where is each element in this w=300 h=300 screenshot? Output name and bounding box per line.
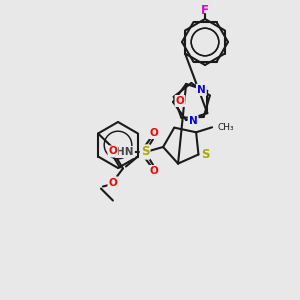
Text: N: N [189,116,197,126]
Text: N: N [197,85,206,95]
Text: O: O [176,96,184,106]
Text: S: S [141,146,149,158]
Text: S: S [201,148,210,161]
Text: O: O [150,166,158,176]
Text: HN: HN [116,147,134,157]
Text: O: O [150,128,158,138]
Text: CH₃: CH₃ [217,123,234,132]
Text: O: O [109,146,117,157]
Text: O: O [109,178,117,188]
Text: F: F [201,4,209,16]
